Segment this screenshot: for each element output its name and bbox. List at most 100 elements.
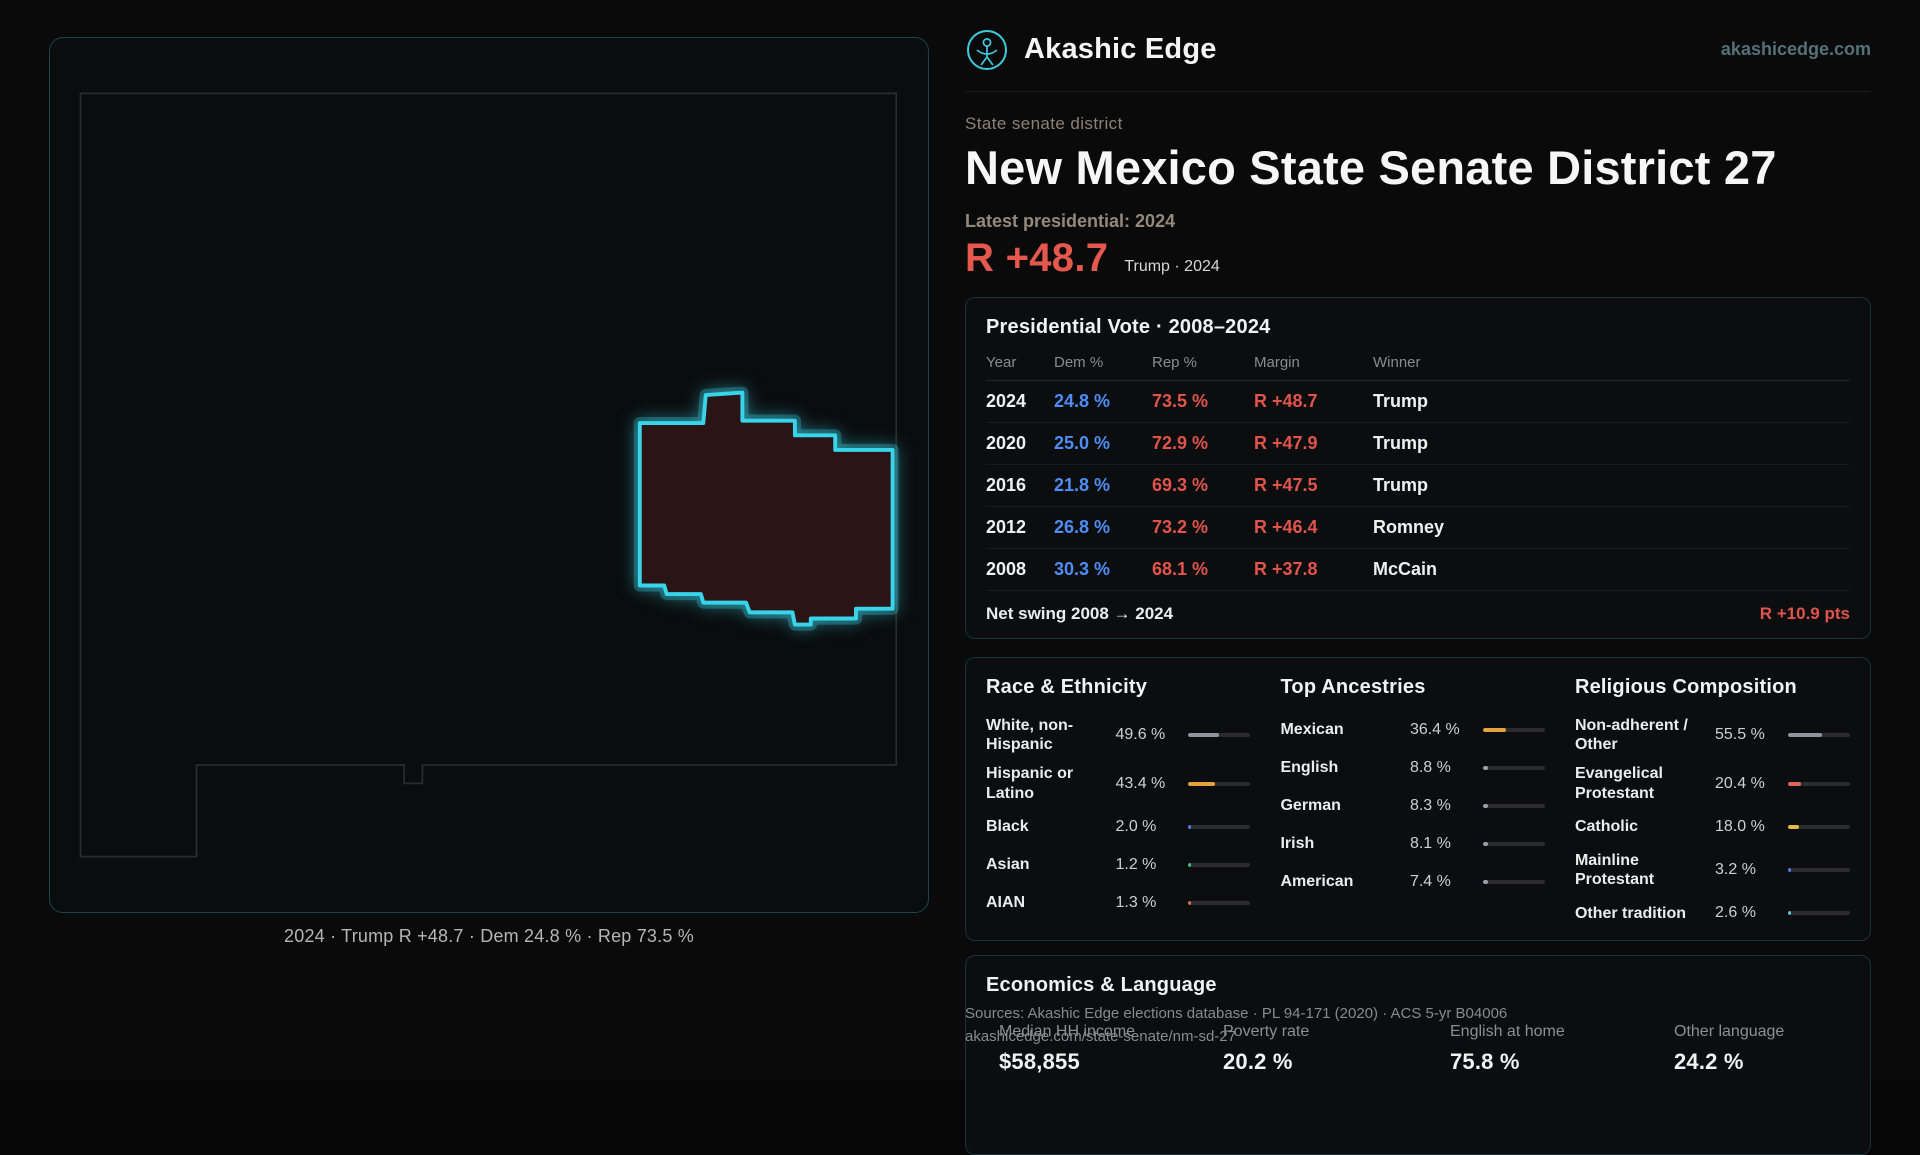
bar-fill (1482, 880, 1488, 884)
dashboard-page: { "header": { "brand": "Akashic Edge", "… (49, 0, 1871, 1155)
demo-value: 2.6 % (1715, 904, 1756, 922)
bar-fill (1482, 766, 1489, 770)
demo-label: Mexican (1280, 721, 1344, 739)
cell-margin: R +46.4 (1254, 517, 1318, 537)
bar-track (1188, 824, 1251, 829)
cell-winner: Trump (1373, 391, 1429, 411)
list-item: Black 2.0 % (986, 808, 1251, 846)
stat-poverty-rate: Poverty rate 20.2 % (1223, 1023, 1450, 1075)
demo-label: American (1280, 873, 1354, 891)
bar-fill (1188, 733, 1220, 738)
brand-name: Akashic Edge (1024, 33, 1217, 65)
bar-fill (1788, 911, 1791, 916)
demo-value: 20.4 % (1715, 774, 1765, 792)
cell-winner: Trump (1373, 433, 1429, 453)
bar-fill (1788, 781, 1801, 786)
bar-track (1788, 781, 1850, 786)
demo-label: Catholic (1574, 818, 1639, 836)
list-item: Asian 1.2 % (986, 846, 1251, 884)
list-item: American 7.4 % (1280, 863, 1545, 901)
ancestries-column: Top Ancestries Mexican 36.4 % English 8.… (1280, 676, 1545, 932)
demo-label: Asian (986, 856, 1030, 874)
cell-year: 2016 (986, 475, 1027, 495)
detail-panel: Akashic Edge akashicedge.com State senat… (965, 0, 1871, 1155)
stat-value: $58,855 (999, 1049, 1080, 1074)
religion-title: Religious Composition (1574, 676, 1797, 698)
race-ethnicity-column: Race & Ethnicity White, non-Hispanic 49.… (986, 676, 1251, 932)
cell-year: 2020 (986, 433, 1027, 453)
col-rep: Rep % (1152, 354, 1198, 371)
sources-footer: Sources: Akashic Edge elections database… (965, 1003, 1507, 1048)
latest-election-label: Latest presidential: 2024 (965, 211, 1176, 231)
table-row: 2020 25.0 % 72.9 % R +47.9 Trump (986, 423, 1850, 465)
table-row: 2024 24.8 % 73.5 % R +48.7 Trump (986, 381, 1850, 423)
economics-card-title: Economics & Language (986, 974, 1217, 996)
cell-dem-pct: 21.8 % (1054, 475, 1111, 495)
net-swing-label: Net swing 2008 → 2024 (986, 604, 1174, 623)
cell-winner: Trump (1373, 475, 1429, 495)
economics-stats-row: Median HH income $58,855 Poverty rate 20… (986, 1023, 1850, 1075)
bar-fill (1188, 900, 1192, 905)
race-ethnicity-title: Race & Ethnicity (986, 676, 1148, 698)
bar-fill (1788, 733, 1823, 738)
bar-fill (1482, 842, 1488, 846)
stat-english-at-home: English at home 75.8 % (1450, 1023, 1674, 1075)
cell-margin: R +37.8 (1254, 559, 1318, 579)
list-item: AIAN 1.3 % (986, 884, 1251, 922)
demo-value: 8.8 % (1409, 759, 1451, 776)
presidential-table-header: Year Dem % Rep % Margin Winner (986, 354, 1850, 381)
cell-dem-pct: 26.8 % (1054, 517, 1111, 537)
bar-track (1482, 728, 1545, 732)
demo-value: 1.2 % (1115, 855, 1157, 873)
list-item: Mainline Protestant 3.2 % (1575, 846, 1850, 894)
demo-label: English (1280, 759, 1339, 777)
cell-margin: R +47.5 (1254, 475, 1318, 495)
cell-dem-pct: 24.8 % (1054, 391, 1111, 411)
demo-label: White, non-Hispanic (986, 717, 1074, 754)
presidential-card-title: Presidential Vote · 2008–2024 (986, 316, 1271, 338)
site-header: Akashic Edge akashicedge.com (965, 0, 1871, 92)
bar-track (1788, 733, 1850, 738)
bar-fill (1188, 824, 1192, 829)
list-item: Mexican 36.4 % (1280, 711, 1545, 749)
col-dem: Dem % (1054, 354, 1104, 371)
table-row: 2012 26.8 % 73.2 % R +46.4 Romney (986, 507, 1850, 549)
cell-rep-pct: 68.1 % (1152, 559, 1209, 579)
cell-winner: McCain (1373, 559, 1438, 579)
demo-label: Mainline Protestant (1574, 851, 1655, 888)
cell-dem-pct: 25.0 % (1054, 433, 1111, 453)
religion-column: Religious Composition Non-adherent / Oth… (1575, 676, 1850, 932)
list-item: Other tradition 2.6 % (1575, 894, 1850, 932)
bar-fill (1788, 867, 1791, 872)
presidential-vote-card: Presidential Vote · 2008–2024 Year Dem %… (965, 297, 1871, 639)
senate-district-shape[interactable] (633, 386, 899, 631)
stat-label: Median HH income (999, 1023, 1136, 1040)
site-domain-link[interactable]: akashicedge.com (1720, 39, 1871, 59)
demo-value: 18.0 % (1715, 817, 1765, 835)
bar-track (1188, 781, 1251, 786)
bar-fill (1482, 804, 1489, 808)
economics-card: Economics & Language Median HH income $5… (965, 955, 1871, 1155)
cell-dem-pct: 30.3 % (1054, 559, 1111, 579)
bar-track (1788, 911, 1850, 916)
list-item: Irish 8.1 % (1280, 825, 1545, 863)
cell-rep-pct: 73.2 % (1152, 517, 1209, 537)
table-row: 2008 30.3 % 68.1 % R +37.8 McCain (986, 549, 1850, 591)
demo-value: 7.4 % (1409, 873, 1451, 890)
bar-fill (1188, 862, 1192, 867)
list-item: Evangelical Protestant 20.4 % (1575, 759, 1850, 807)
bar-track (1788, 867, 1850, 872)
sources-permalink[interactable]: akashicedge.com/state-senate/nm-sd-27 (965, 1027, 1236, 1045)
demo-label: Non-adherent / Other (1574, 717, 1688, 754)
demo-label: Other tradition (1574, 904, 1687, 922)
bar-track (1188, 900, 1251, 905)
net-swing-value: R +10.9 pts (1759, 604, 1850, 623)
demo-label: German (1280, 797, 1341, 815)
cell-year: 2024 (986, 391, 1027, 411)
list-item: Non-adherent / Other 55.5 % (1575, 711, 1850, 759)
bar-track (1188, 862, 1251, 867)
map-caption: 2024 · Trump R +48.7 · Dem 24.8 % · Rep … (284, 926, 694, 946)
stat-value: 20.2 % (1223, 1049, 1293, 1074)
cell-rep-pct: 72.9 % (1152, 433, 1209, 453)
sources-line: Sources: Akashic Edge elections database… (965, 1005, 1508, 1022)
